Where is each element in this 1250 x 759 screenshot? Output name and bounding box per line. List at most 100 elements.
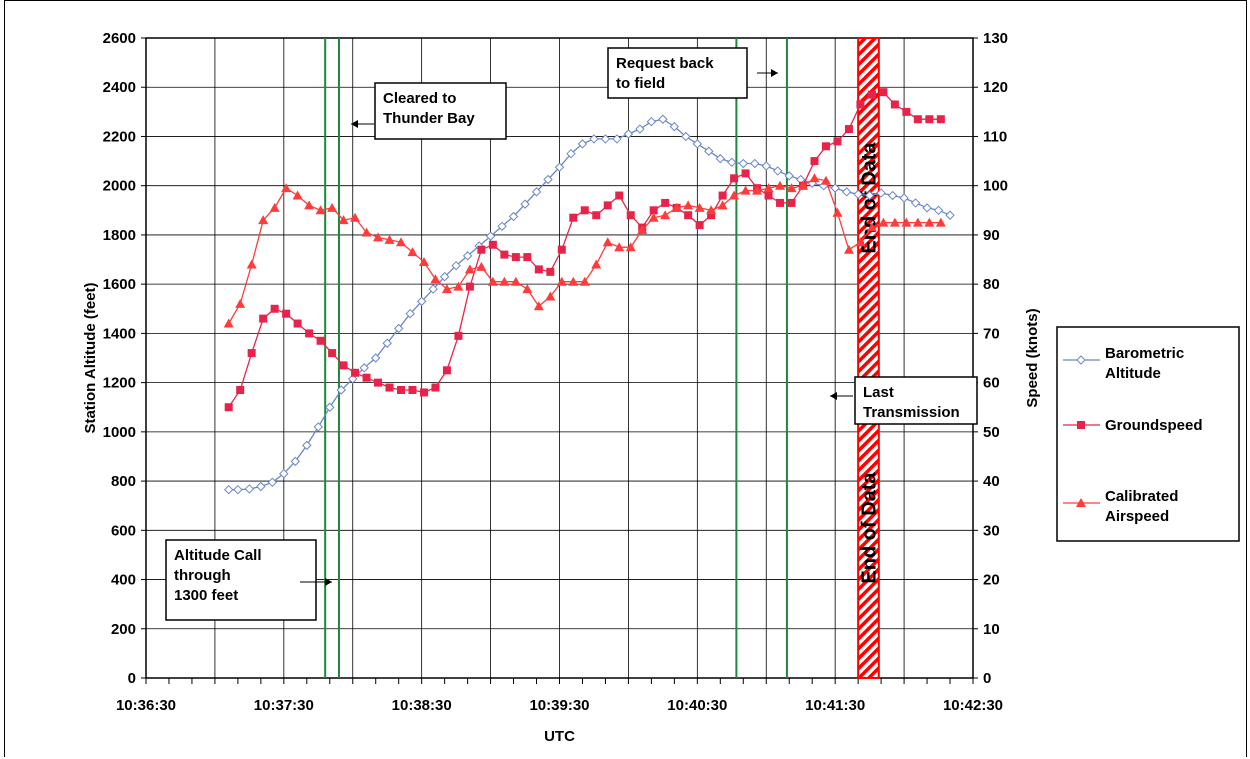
airspeed-point: [258, 215, 269, 225]
altitude-point: [566, 148, 576, 159]
event-annotation-box: [607, 47, 748, 99]
groundspeed-point: [546, 267, 555, 276]
y-right-tick-label: 100: [983, 178, 1008, 195]
y-right-tick-label: 0: [983, 670, 991, 687]
airspeed-point: [602, 237, 613, 247]
airspeed-point: [579, 276, 590, 286]
groundspeed-point: [592, 211, 601, 220]
altitude-point: [623, 129, 634, 139]
airspeed-point: [924, 217, 935, 227]
altitude-point: [933, 205, 944, 216]
x-tick-label: 10:39:30: [529, 697, 589, 714]
legend-entry-label: Airspeed: [1105, 508, 1169, 525]
airspeed-point: [545, 291, 556, 301]
airspeed-point: [338, 215, 349, 225]
y-left-tick-label: 2600: [103, 30, 136, 47]
altitude-point: [325, 402, 335, 412]
airspeed-point: [350, 212, 361, 222]
altitude-point: [635, 124, 645, 134]
groundspeed-point: [580, 206, 589, 215]
airspeed-point: [729, 190, 740, 200]
event-annotation-text: through: [174, 567, 231, 584]
airspeed-point: [878, 217, 889, 227]
airspeed-point: [798, 180, 809, 190]
groundspeed-point: [856, 100, 865, 109]
altitude-point: [945, 210, 955, 220]
altitude-point: [393, 323, 404, 334]
altitude-point: [359, 363, 369, 373]
altitude-point: [290, 456, 301, 467]
altitude-point: [416, 296, 427, 307]
airspeed-point: [476, 261, 487, 271]
altitude-point: [244, 484, 255, 494]
event-annotation-text: 1300 feet: [174, 587, 238, 604]
groundspeed-point: [419, 388, 428, 397]
airspeed-point: [292, 190, 303, 200]
event-arrow-head: [325, 578, 332, 586]
altitude-point: [439, 272, 450, 282]
x-tick-label: 10:38:30: [392, 697, 452, 714]
airspeed-point: [671, 202, 682, 212]
groundspeed-point: [615, 191, 624, 200]
end-of-data-band: [857, 37, 880, 679]
airspeed-point: [556, 276, 567, 286]
event-annotation-text: Request back: [616, 55, 714, 72]
groundspeed-point: [557, 245, 566, 254]
event-annotation-box: [374, 82, 507, 140]
event-annotation-text: Thunder Bay: [383, 110, 475, 127]
altitude-point: [371, 353, 381, 363]
y-left-tick-label: 1200: [103, 375, 136, 392]
groundspeed-point: [465, 282, 474, 291]
x-tick-label: 10:36:30: [116, 697, 176, 714]
groundspeed-point: [339, 361, 348, 370]
airspeed-point: [441, 284, 452, 294]
y-right-tick-label: 80: [983, 276, 1000, 293]
groundspeed-point: [305, 329, 314, 338]
groundspeed-point: [649, 206, 658, 215]
event-annotation-text: Altitude Call: [174, 547, 262, 564]
airspeed-point: [786, 183, 797, 193]
altitude-point: [223, 484, 234, 495]
y-right-tick-label: 130: [983, 30, 1008, 47]
y-left-tick-label: 2000: [103, 178, 136, 195]
altitude-point: [508, 211, 519, 222]
altitude-point: [589, 134, 599, 144]
legend-marker: [1077, 421, 1085, 429]
airspeed-point: [510, 276, 521, 286]
altitude-point: [256, 481, 266, 492]
altitude-point: [704, 146, 714, 156]
y-left-tick-label: 1400: [103, 325, 136, 342]
groundspeed-point: [844, 125, 853, 134]
airspeed-point: [683, 200, 694, 210]
altitude-point: [543, 174, 553, 185]
airspeed-point: [235, 298, 246, 308]
groundspeed-point: [396, 386, 405, 394]
groundspeed-point: [695, 221, 704, 230]
y-left-tick-label: 400: [111, 572, 136, 589]
groundspeed-point: [879, 88, 888, 97]
airspeed-point: [418, 257, 429, 266]
airspeed-point: [866, 222, 877, 232]
airspeed-point: [740, 185, 751, 195]
altitude-point: [520, 199, 530, 209]
airspeed-point: [625, 242, 636, 252]
altitude-point: [738, 158, 748, 169]
x-axis-label: UTC: [544, 728, 575, 745]
groundspeed-point: [626, 211, 635, 220]
airspeed-point: [889, 217, 900, 227]
altitude-point: [451, 260, 461, 271]
groundspeed-point: [316, 336, 325, 345]
groundspeed-point: [913, 115, 922, 124]
airspeed-point: [223, 318, 234, 328]
airspeed-point: [361, 227, 372, 237]
y-right-tick-label: 30: [983, 522, 1000, 539]
groundspeed-point: [259, 314, 268, 323]
altitude-point: [658, 114, 668, 124]
airspeed-point: [694, 202, 705, 212]
y-left-tick-label: 600: [111, 522, 136, 539]
event-annotation-text: to field: [616, 75, 665, 92]
airspeed-point: [304, 200, 315, 210]
event-arrow-head: [830, 392, 837, 400]
airspeed-point: [395, 237, 406, 247]
legend-entry-label: Groundspeed: [1105, 417, 1203, 434]
